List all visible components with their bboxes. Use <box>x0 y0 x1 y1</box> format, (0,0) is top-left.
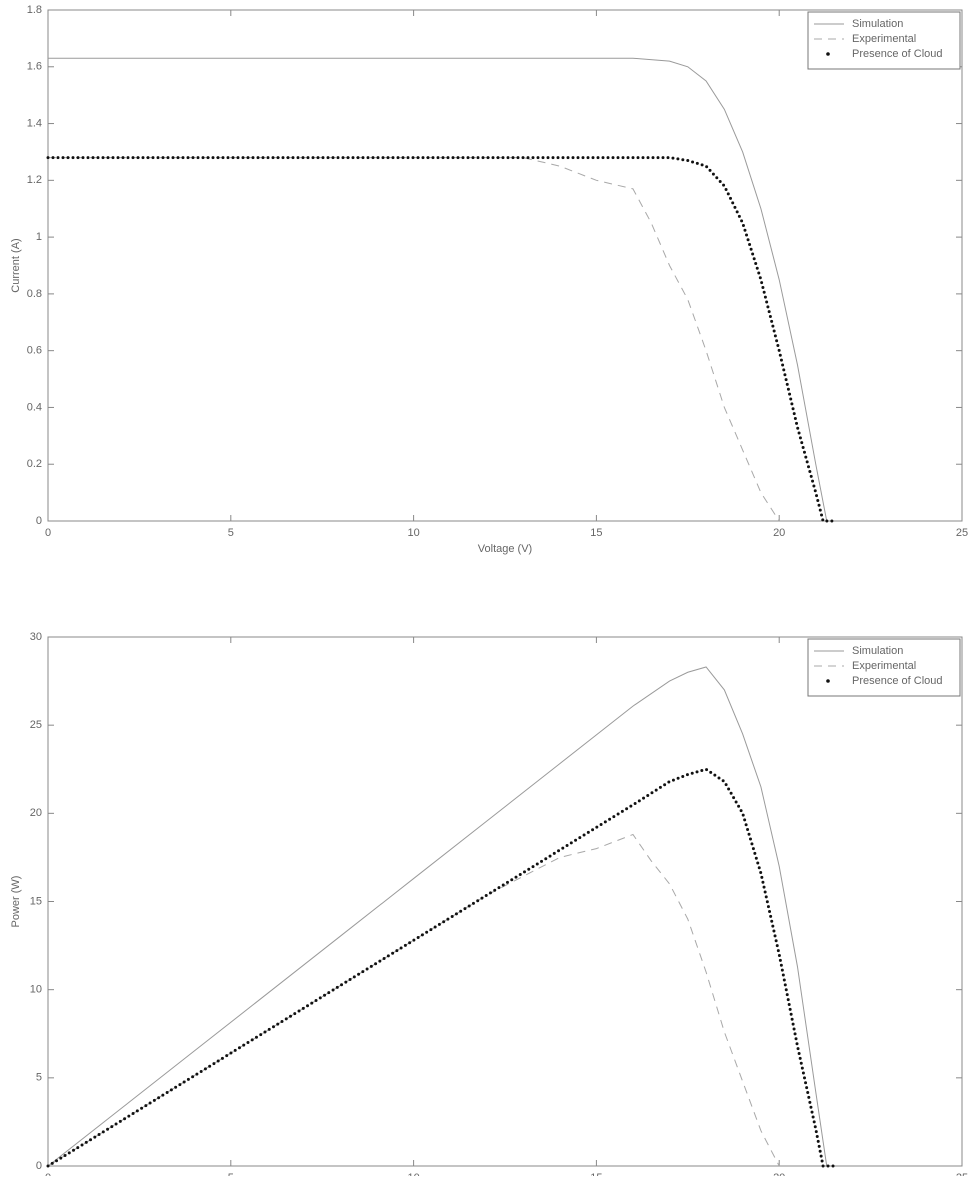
y-tick-label: 1.6 <box>27 61 42 73</box>
legend: Simulation Experimental Presence of Cloud <box>807 638 961 697</box>
y-tick-label: 0 <box>36 1160 42 1172</box>
legend-label: Experimental <box>852 660 916 672</box>
x-tick-label: 10 <box>407 527 419 539</box>
y-tick-label: 0 <box>36 515 42 527</box>
series-line <box>48 157 780 522</box>
y-tick-label: 1.8 <box>27 4 42 16</box>
legend-label: Presence of Cloud <box>852 675 943 687</box>
legend-box <box>807 638 961 697</box>
y-tick-label: 15 <box>30 895 42 907</box>
legend-box <box>807 11 961 70</box>
legend-label: Simulation <box>852 18 903 30</box>
subplot: 0510152025300510152025Voltage (V)Power (… <box>10 631 968 1181</box>
legend-marker <box>826 52 830 56</box>
y-tick-label: 1.2 <box>27 174 42 186</box>
x-tick-label: 5 <box>228 1172 234 1176</box>
y-tick-label: 0.6 <box>27 345 42 357</box>
series-line <box>46 767 836 1168</box>
series-line <box>46 156 836 523</box>
y-tick-label: 20 <box>30 807 42 819</box>
y-tick-label: 30 <box>30 631 42 643</box>
x-tick-label: 15 <box>590 527 602 539</box>
x-tick-label: 15 <box>590 1172 602 1176</box>
x-tick-label: 0 <box>45 527 51 539</box>
legend-label: Experimental <box>852 33 916 45</box>
y-tick-label: 1.4 <box>27 117 42 129</box>
axes-box <box>47 9 963 522</box>
y-tick-label: 1 <box>36 231 42 243</box>
x-tick-label: 25 <box>956 527 968 539</box>
series-line <box>48 57 828 522</box>
y-tick-label: 0.8 <box>27 288 42 300</box>
x-tick-label: 25 <box>956 1172 968 1176</box>
y-axis-label: Power (W) <box>10 876 22 928</box>
legend: Simulation Experimental Presence of Cloud <box>807 11 961 70</box>
y-tick-label: 5 <box>36 1072 42 1084</box>
subplot: 0 0.2 0.4 0.6 0.8 1 1.2 1.4 1.6 1.8 0 5 10 15 20 25 Volt… <box>10 4 968 555</box>
axes-box <box>47 636 963 1167</box>
legend-label: Simulation <box>852 645 903 657</box>
x-axis-label: Voltage (V) <box>478 543 532 555</box>
legend-label: Presence of Cloud <box>852 48 943 60</box>
x-tick-label: 20 <box>773 527 785 539</box>
y-tick-label: 0.2 <box>27 458 42 470</box>
y-axis-label: Current (A) <box>10 238 22 292</box>
y-tick-label: 25 <box>30 719 42 731</box>
y-tick-label: 0.4 <box>27 401 42 413</box>
series-line <box>47 666 828 1167</box>
y-tick-label: 10 <box>30 984 42 996</box>
x-tick-label: 10 <box>407 1172 419 1176</box>
series-line <box>47 833 780 1167</box>
x-tick-label: 0 <box>45 1172 51 1176</box>
legend-marker <box>826 679 830 683</box>
x-tick-label: 5 <box>228 527 234 539</box>
x-tick-label: 20 <box>773 1172 785 1176</box>
